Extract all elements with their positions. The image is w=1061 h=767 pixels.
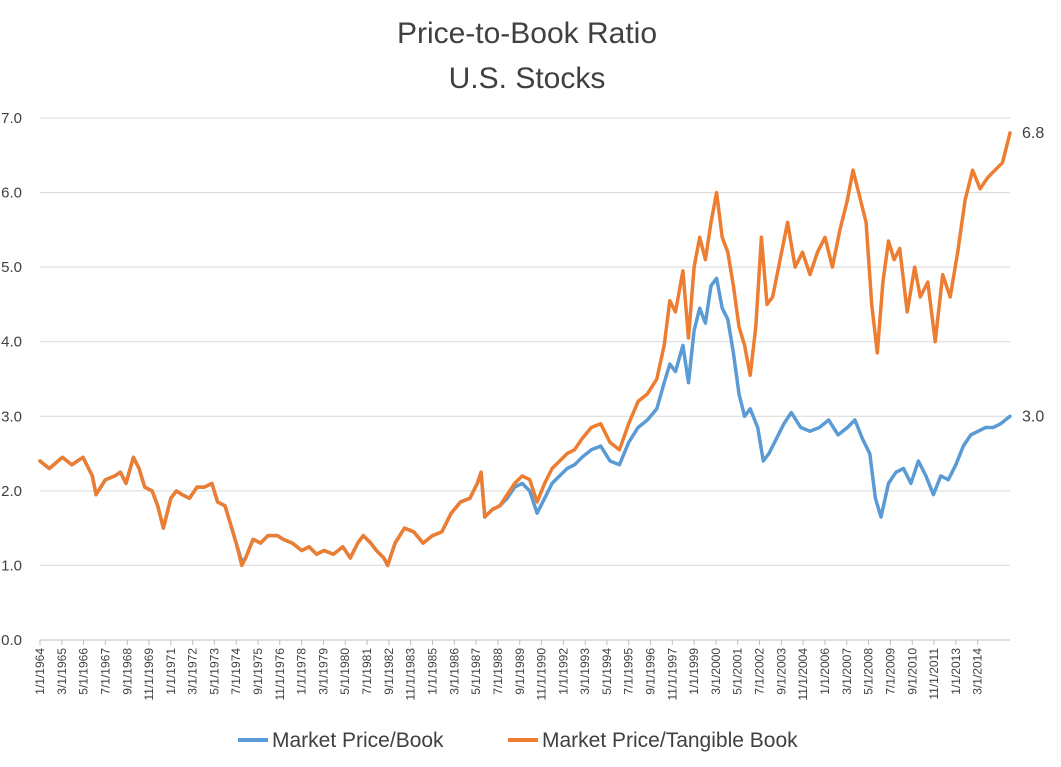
x-tick-label: 3/1/2014 (971, 648, 985, 695)
x-tick-label: 1/1/1985 (425, 648, 439, 695)
series-lines (38, 131, 1012, 568)
x-tick-label: 7/1/1974 (229, 648, 243, 695)
x-tick-label: 7/1/1995 (622, 648, 636, 695)
x-tick-label: 7/1/1988 (491, 648, 505, 695)
x-tick-label: 11/1/1997 (665, 648, 679, 701)
x-tick-label: 7/1/2009 (883, 648, 897, 695)
x-tick-label: 5/1/2001 (731, 648, 745, 695)
x-tick-label: 11/1/1969 (142, 648, 156, 701)
y-tick-label: 2.0 (1, 483, 22, 500)
x-tick-label: 11/1/1990 (534, 648, 548, 701)
x-tick-label: 5/1/1966 (77, 648, 91, 695)
x-tick-label: 5/1/1973 (207, 648, 221, 695)
x-tick-label: 5/1/1980 (338, 648, 352, 695)
x-axis: 1/1/1964 3/1/1965 5/1/1966 7/1/1967 9/1/1968… (33, 640, 985, 701)
y-tick-label: 5.0 (1, 259, 22, 276)
x-tick-label: 9/1/1975 (251, 648, 265, 695)
y-tick-label: 1.0 (1, 557, 22, 574)
x-tick-label: 3/1/2000 (709, 648, 723, 695)
x-tick-label: 7/1/1981 (360, 648, 374, 695)
x-tick-label: 9/1/1968 (120, 648, 134, 695)
x-tick-label: 11/1/2011 (927, 648, 941, 700)
x-tick-label: 1/1/1992 (556, 648, 570, 695)
x-tick-label: 9/1/2003 (774, 648, 788, 695)
x-tick-label: 1/1/1971 (164, 648, 178, 695)
x-tick-label: 9/1/1989 (513, 648, 527, 695)
legend-label: Market Price/Book (272, 729, 444, 752)
x-tick-label: 5/1/1994 (600, 648, 614, 695)
x-tick-label: 11/1/1983 (404, 648, 418, 701)
x-tick-label: 9/1/1982 (382, 648, 396, 695)
legend: Market Price/Book Market Price/Tangible B… (238, 729, 798, 752)
y-tick-label: 6.0 (1, 185, 22, 202)
x-tick-label: 1/1/2006 (818, 648, 832, 695)
end-value-label: 6.8 (1022, 125, 1044, 142)
y-tick-label: 4.0 (1, 334, 22, 351)
x-tick-label: 3/1/1986 (447, 648, 461, 695)
x-tick-label: 11/1/1976 (273, 648, 287, 701)
x-tick-label: 3/1/1965 (55, 648, 69, 695)
y-tick-label: 7.0 (1, 110, 22, 127)
end-value-label: 3.0 (1022, 408, 1044, 425)
chart-title: Price-to-Book Ratio U.S. Stocks (397, 17, 657, 95)
x-tick-label: 1/1/1978 (295, 648, 309, 695)
x-tick-label: 7/1/2002 (753, 648, 767, 695)
x-tick-label: 1/1/2013 (949, 648, 963, 695)
x-tick-label: 9/1/2010 (905, 648, 919, 695)
x-tick-label: 11/1/2004 (796, 648, 810, 701)
gridlines (40, 117, 1010, 641)
x-tick-label: 5/1/1987 (469, 648, 483, 695)
y-axis: 0.0 1.0 2.0 3.0 4.0 5.0 6.0 7.0 (1, 110, 22, 649)
x-tick-label: 7/1/1967 (98, 648, 112, 695)
y-tick-label: 3.0 (1, 408, 22, 425)
x-tick-label: 3/1/1979 (317, 648, 331, 695)
x-tick-label: 3/1/1993 (578, 648, 592, 695)
x-tick-label: 5/1/2008 (862, 648, 876, 695)
series-line-market-price-tangible-book (38, 131, 1012, 568)
legend-label: Market Price/Tangible Book (542, 729, 798, 752)
x-tick-label: 3/1/2007 (840, 648, 854, 695)
x-tick-label: 1/1/1999 (687, 648, 701, 695)
series-line-market-price-book (38, 276, 1012, 568)
title-line-2: U.S. Stocks (449, 62, 606, 95)
x-tick-label: 9/1/1996 (644, 648, 658, 695)
end-labels: 6.8 3.0 (1022, 125, 1044, 425)
title-line-1: Price-to-Book Ratio (397, 17, 657, 50)
x-tick-label: 3/1/1972 (186, 648, 200, 695)
x-tick-label: 1/1/1964 (33, 648, 47, 695)
y-tick-label: 0.0 (1, 632, 22, 649)
